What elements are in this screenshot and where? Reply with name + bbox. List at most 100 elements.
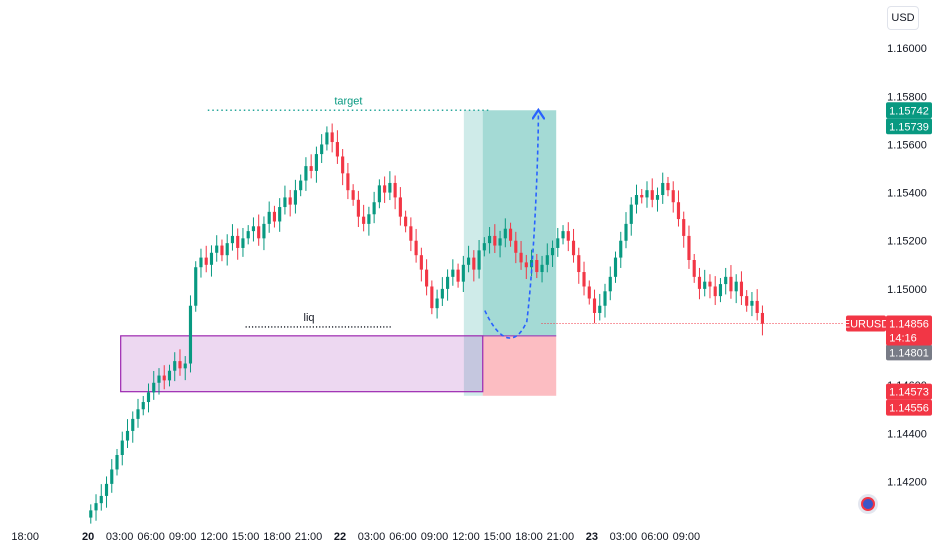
candle-body bbox=[760, 312, 765, 324]
candle-body bbox=[167, 370, 172, 381]
candle-body bbox=[697, 276, 702, 289]
time-tick-label: 15:00 bbox=[484, 531, 512, 543]
price-tick-label: 1.14200 bbox=[887, 476, 927, 488]
stop-loss-zone[interactable] bbox=[482, 336, 557, 396]
price-axis[interactable]: 1.16000 1.15800 1.15600 1.15400 1.15200 1.150… bbox=[870, 0, 932, 550]
candle-body bbox=[246, 231, 250, 239]
long-position-tool[interactable] bbox=[463, 110, 557, 396]
candle-body bbox=[545, 255, 549, 265]
time-axis[interactable]: 18:00 20 03:00 06:00 09:00 12:00 15:00 18:00 21:… bbox=[11, 531, 700, 543]
price-tag-1: 1.15739 bbox=[889, 121, 929, 133]
candle-body bbox=[409, 226, 413, 241]
candle-body bbox=[199, 257, 203, 268]
projection-path-arrow[interactable] bbox=[484, 113, 539, 339]
price-tag-0-bg bbox=[886, 102, 932, 119]
candle-body bbox=[146, 392, 151, 403]
candle-body bbox=[666, 182, 670, 191]
candle-body bbox=[692, 260, 696, 277]
candle-body bbox=[194, 267, 198, 306]
candle-body bbox=[745, 296, 749, 306]
target-label: target bbox=[334, 95, 362, 107]
candle-body bbox=[362, 216, 366, 224]
candle-body bbox=[215, 245, 219, 253]
price-tag-3-bg bbox=[886, 344, 932, 361]
time-tick-label: 12:00 bbox=[200, 531, 228, 543]
candle-body bbox=[141, 402, 145, 410]
symbol-tag-bg bbox=[846, 315, 886, 332]
candle-body bbox=[682, 219, 686, 236]
candle-body bbox=[419, 255, 423, 270]
candle-body bbox=[718, 284, 723, 297]
candle-body bbox=[115, 455, 119, 470]
candle-body bbox=[241, 238, 245, 248]
demand-zone-rect[interactable] bbox=[120, 335, 484, 393]
time-tick-label: 21:00 bbox=[295, 531, 323, 543]
candle-body bbox=[299, 180, 303, 191]
candle-body bbox=[325, 132, 329, 145]
candle-body bbox=[676, 202, 681, 220]
candle-body bbox=[739, 281, 744, 297]
candle-body bbox=[566, 231, 570, 241]
candle-body bbox=[377, 185, 381, 203]
time-tick-label: 06:00 bbox=[641, 531, 669, 543]
demand-zone-box[interactable] bbox=[120, 335, 557, 393]
candle-body bbox=[624, 223, 628, 241]
candle-body bbox=[257, 226, 261, 239]
candle-body bbox=[493, 235, 497, 246]
candle-body bbox=[104, 483, 109, 496]
candle-body bbox=[388, 182, 392, 193]
candle-body bbox=[209, 252, 214, 265]
take-profit-zone[interactable] bbox=[482, 110, 557, 337]
annotation-lines[interactable]: target liq bbox=[207, 95, 539, 339]
price-tags: 1.157421.157391.148031.148011.145731.145… bbox=[541, 102, 932, 416]
candle-body bbox=[188, 305, 193, 364]
price-tag-4-bg bbox=[886, 383, 932, 400]
candle-body bbox=[304, 166, 308, 181]
time-tick-label: 06:00 bbox=[389, 531, 417, 543]
candle-body bbox=[393, 182, 397, 198]
currency-selector[interactable]: USD bbox=[887, 6, 919, 30]
candle-body bbox=[204, 257, 208, 265]
price-tag-4: 1.14573 bbox=[889, 387, 929, 399]
candle-body bbox=[482, 243, 486, 251]
logo-mark-icon bbox=[861, 497, 875, 511]
candle-body bbox=[556, 238, 560, 248]
candle-body bbox=[734, 281, 738, 292]
candle-body bbox=[750, 300, 754, 306]
price-tick-label: 1.15000 bbox=[887, 284, 927, 296]
candle-body bbox=[288, 197, 292, 205]
candle-body bbox=[162, 375, 166, 381]
candle-body bbox=[440, 288, 444, 299]
candle-body bbox=[314, 154, 318, 171]
candle-body bbox=[335, 142, 339, 157]
candle-body bbox=[524, 262, 528, 268]
candle-body bbox=[425, 269, 429, 287]
price-tag-1-bg bbox=[886, 118, 932, 135]
candle-body bbox=[508, 228, 513, 241]
candle-body bbox=[571, 240, 576, 256]
candle-body bbox=[713, 286, 717, 297]
candle-body bbox=[687, 235, 691, 260]
candle-body bbox=[173, 361, 177, 371]
time-tick-label: 22 bbox=[334, 531, 346, 543]
candle-body bbox=[608, 276, 612, 292]
price-axis-background bbox=[870, 0, 932, 550]
candle-body bbox=[703, 281, 707, 289]
position-preview-shade bbox=[463, 110, 483, 396]
candle-body bbox=[561, 231, 565, 239]
candle-body bbox=[152, 382, 156, 393]
candle-body bbox=[125, 430, 130, 441]
candle-body bbox=[645, 190, 649, 198]
candle-body bbox=[498, 238, 502, 246]
candle-body bbox=[278, 207, 282, 222]
price-tick-label: 1.15800 bbox=[887, 91, 927, 103]
candle-body bbox=[514, 240, 518, 253]
time-tick-label: 21:00 bbox=[547, 531, 575, 543]
time-tick-label: 15:00 bbox=[232, 531, 260, 543]
candle-body bbox=[367, 214, 371, 224]
candlestick-series bbox=[89, 123, 765, 524]
candle-body bbox=[225, 243, 229, 256]
time-tick-label: 09:00 bbox=[421, 531, 449, 543]
time-tick-label: 06:00 bbox=[137, 531, 165, 543]
